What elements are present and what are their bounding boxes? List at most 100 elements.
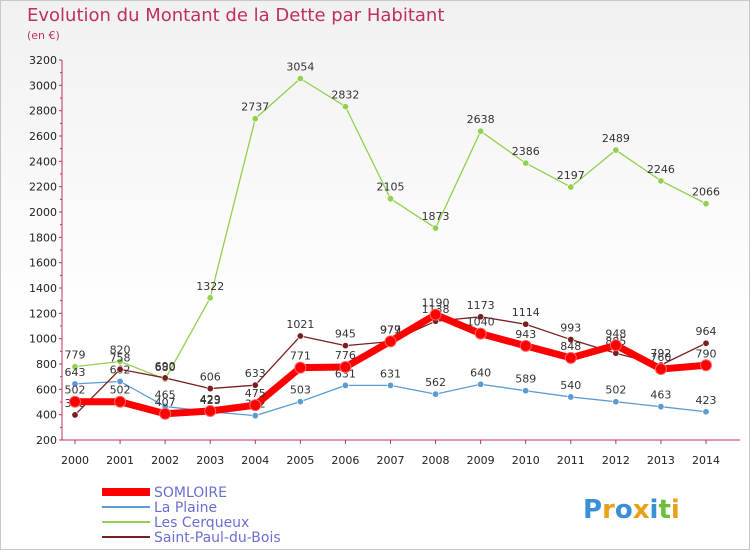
chart-unit-label: (en €) [27,29,60,42]
data-label: 643 [65,366,86,379]
data-label: 979 [380,323,401,336]
data-point [612,146,620,154]
data-point [249,399,262,412]
data-label: 779 [65,349,86,362]
data-label: 2105 [377,181,405,194]
data-point [477,313,485,321]
legend-label: La Plaine [154,500,217,516]
x-tick-label: 2002 [151,454,179,467]
data-point [429,308,442,321]
y-tick-label: 3200 [29,54,57,67]
x-tick-label: 2009 [467,454,495,467]
data-point [386,195,394,203]
y-tick-label: 2400 [29,155,57,168]
data-label: 502 [65,384,86,397]
data-point [251,412,259,420]
data-label: 503 [290,384,311,397]
data-label: 2489 [602,132,630,145]
y-tick-label: 1000 [29,333,57,346]
legend-label: SOMLOIRE [154,485,227,501]
data-point [339,361,352,374]
data-point [206,385,214,393]
x-tick-label: 2007 [377,454,405,467]
data-point [386,381,394,389]
logo-letter: t [658,495,670,525]
data-point [609,339,622,352]
y-tick-label: 1200 [29,307,57,320]
data-point [700,359,712,372]
data-label: 1190 [422,297,450,310]
data-label: 640 [470,366,491,379]
data-label: 1173 [467,299,495,312]
data-label: 631 [380,367,401,380]
data-label: 606 [200,371,221,384]
data-label: 429 [200,393,221,406]
data-point [71,380,79,388]
data-label: 1040 [467,316,495,329]
data-label: 502 [110,384,131,397]
data-label: 423 [696,394,717,407]
chart-axes: 200 400 600 800 1000 1200 1400 1600 1800 2000 2200… [29,54,740,467]
data-point [116,377,124,385]
data-label: 540 [560,379,581,392]
data-point [564,351,577,364]
data-label: 776 [335,349,356,362]
y-tick-label: 200 [36,434,57,447]
data-label: 964 [696,325,717,338]
series-layer: 779 820 680 1322 2737 3054 2832 2105 1873 2638 238… [65,60,720,420]
y-tick-label: 1400 [29,282,57,295]
legend-item: La Plaine [102,500,217,516]
x-tick-label: 2013 [647,454,675,467]
data-point [432,224,440,232]
data-point [206,294,214,302]
data-label: 680 [155,361,176,374]
data-point [341,103,349,111]
data-point [477,380,485,388]
y-tick-label: 1800 [29,231,57,244]
data-label: 2197 [557,169,585,182]
x-tick-label: 2006 [331,454,359,467]
data-point [296,398,304,406]
data-label: 792 [650,347,671,360]
data-label: 423 [200,394,221,407]
data-point [567,336,575,344]
data-label: 2066 [692,186,720,199]
data-point [702,200,710,208]
data-point [296,74,304,82]
data-label: 3054 [286,60,314,73]
proxiti-logo: Proxiti [583,495,680,525]
data-point [702,408,710,416]
data-label: 848 [560,340,581,353]
data-point [251,115,259,123]
y-tick-label: 2800 [29,105,57,118]
data-label: 1322 [196,280,224,293]
data-label: 562 [425,376,446,389]
series-somloire: 502 502 407 429 475 771 776 979 1190 1040 943 848 94… [65,297,717,420]
data-point [116,365,124,373]
data-label: 820 [110,343,131,356]
data-label: 589 [515,373,536,386]
proxiti-logo-text: Proxiti [583,495,680,525]
data-label: 465 [155,388,176,401]
x-tick-label: 2005 [286,454,314,467]
data-label: 771 [290,350,311,363]
legend-item: Les Cerqueux [102,515,249,531]
data-point [567,393,575,401]
legend-item: Saint-Paul-du-Bois [102,530,281,546]
data-point [71,363,79,371]
data-label: 407 [155,396,176,409]
y-tick-label: 2200 [29,181,57,194]
data-point [477,127,485,135]
data-point [341,381,349,389]
y-tick-label: 2600 [29,130,57,143]
data-point [519,339,532,352]
data-label: 945 [335,328,356,341]
data-label: 2832 [331,89,359,102]
data-label: 631 [335,367,356,380]
data-label: 948 [605,327,626,340]
y-tick-label: 800 [36,358,57,371]
data-label: 977 [380,324,401,337]
data-point [341,342,349,350]
x-tick-label: 2000 [61,454,89,467]
